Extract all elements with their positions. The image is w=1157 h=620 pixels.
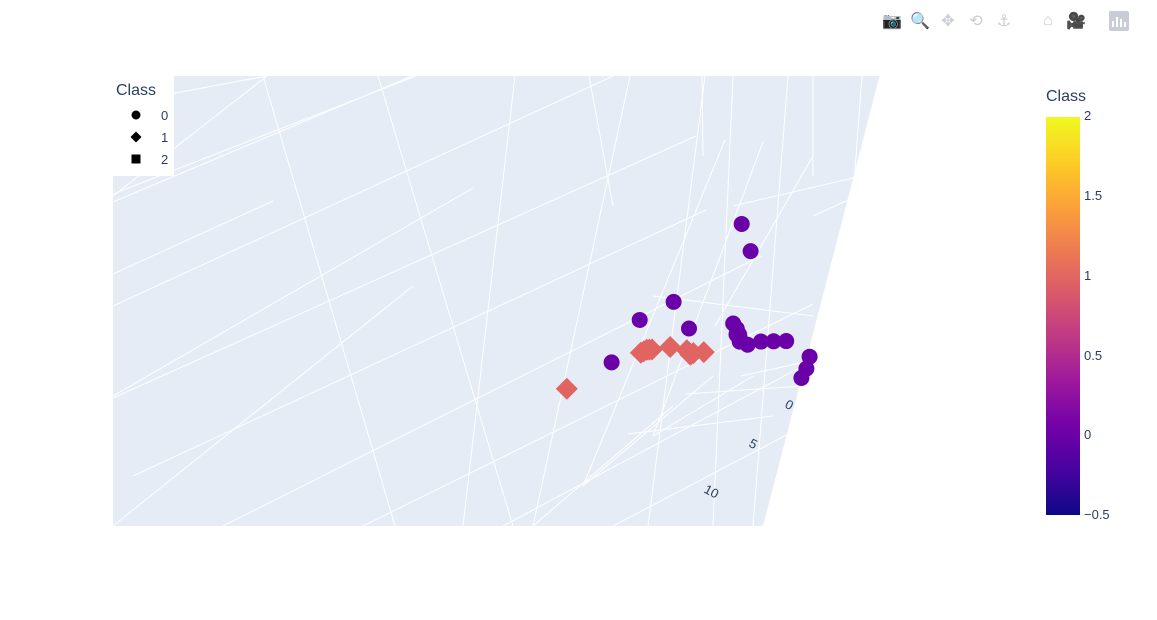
gridline — [113, 76, 614, 307]
zoom-icon: 🔍 — [910, 13, 930, 30]
gridline — [612, 375, 900, 526]
gridline — [582, 375, 714, 487]
colorbar-gradient — [1046, 117, 1080, 515]
save-camera-button[interactable]: 🎥 — [1065, 10, 1087, 32]
data-point-class-0[interactable] — [665, 293, 682, 310]
data-point-class-1[interactable] — [641, 338, 663, 361]
legend-item-class-1[interactable]: 1 — [127, 128, 168, 146]
gridline — [714, 155, 814, 327]
gridline — [684, 385, 804, 395]
gridline — [812, 76, 881, 337]
square-icon — [127, 152, 145, 166]
orbit-icon: ⟲ — [969, 13, 983, 30]
turntable-rotation-button[interactable]: ⚓ — [993, 10, 1015, 32]
video-camera-icon: 🎥 — [1066, 13, 1086, 30]
data-point-class-1[interactable] — [659, 336, 682, 358]
gridline — [113, 285, 414, 526]
camera-icon: 📷 — [882, 13, 902, 30]
circle-icon — [127, 108, 145, 122]
data-point-class-0[interactable] — [739, 336, 756, 353]
data-point-class-1[interactable] — [679, 343, 702, 366]
gridline — [532, 405, 674, 526]
data-point-class-0[interactable] — [603, 354, 620, 371]
data-point-class-0[interactable] — [631, 311, 648, 328]
gridline — [752, 76, 789, 526]
grid — [113, 76, 900, 526]
plotly-logo-icon[interactable] — [1109, 11, 1129, 31]
data-point-class-0[interactable] — [793, 370, 810, 386]
colorbar-tick: 1.5 — [1084, 188, 1103, 203]
scene-background — [113, 76, 880, 526]
gridline — [732, 170, 884, 207]
gridline — [652, 141, 764, 437]
legend-item-label: 2 — [161, 151, 169, 167]
gridline — [740, 355, 834, 377]
reset-camera-button[interactable]: ⌂ — [1037, 10, 1059, 32]
gridline — [113, 200, 274, 275]
legend-item-class-0[interactable]: 0 — [127, 106, 168, 124]
colorbar-tick: 2 — [1084, 108, 1092, 123]
legend-item-label: 1 — [161, 129, 169, 145]
gridline — [113, 135, 697, 399]
gridline — [132, 209, 707, 477]
gridline — [377, 76, 514, 526]
data-point-class-0[interactable] — [753, 333, 769, 350]
points — [555, 215, 818, 400]
home-icon: ⌂ — [1043, 12, 1053, 29]
gridline — [582, 139, 726, 487]
gridline — [588, 76, 614, 207]
gridline — [652, 375, 754, 437]
colorbar-title: Class — [1046, 88, 1087, 105]
gridline — [627, 415, 774, 435]
gridline — [701, 76, 704, 157]
gridline — [113, 187, 474, 397]
gridline — [262, 76, 396, 526]
legend: Class 0 1 2 — [113, 76, 174, 176]
colorbar-tick: 1 — [1084, 268, 1092, 283]
axis-tick-label: 10 — [702, 481, 722, 501]
data-point-class-1[interactable] — [555, 377, 578, 400]
zoom-button[interactable]: 🔍 — [909, 10, 931, 32]
legend-item-class-2[interactable]: 2 — [127, 150, 168, 168]
turntable-icon: ⚓ — [996, 13, 1012, 30]
data-point-class-0[interactable] — [765, 333, 782, 350]
colorbar-tick: 0.5 — [1084, 348, 1103, 363]
data-point-class-0[interactable] — [733, 215, 750, 232]
data-point-class-0[interactable] — [742, 243, 759, 260]
diamond-icon — [127, 130, 145, 144]
modebar: 📷 🔍 ✥ ⟲ ⚓ ⌂ 🎥 — [881, 10, 1129, 32]
colorbar-tick: 0 — [1084, 427, 1092, 442]
gridline — [113, 76, 268, 197]
gridline — [812, 195, 858, 217]
download-plot-button[interactable]: 📷 — [881, 10, 903, 32]
colorbar-tick: −0.5 — [1084, 507, 1110, 522]
colorbar: Class 2 1.5 1 0.5 0 −0.5 — [1040, 86, 1130, 526]
gridline — [462, 76, 516, 526]
legend-item-label: 0 — [161, 107, 169, 123]
data-point-class-0[interactable] — [778, 333, 795, 350]
data-point-class-0[interactable] — [681, 320, 697, 337]
orbital-rotation-button[interactable]: ⟲ — [965, 10, 987, 32]
legend-title: Class — [116, 82, 157, 99]
pan-icon: ✥ — [941, 13, 955, 30]
pan-button[interactable]: ✥ — [937, 10, 959, 32]
gridline — [712, 76, 734, 526]
gridline — [532, 76, 631, 526]
